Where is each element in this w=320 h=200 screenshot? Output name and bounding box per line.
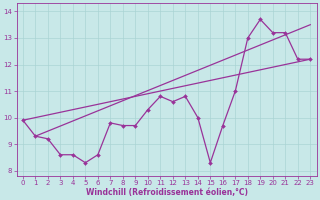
X-axis label: Windchill (Refroidissement éolien,°C): Windchill (Refroidissement éolien,°C): [85, 188, 248, 197]
